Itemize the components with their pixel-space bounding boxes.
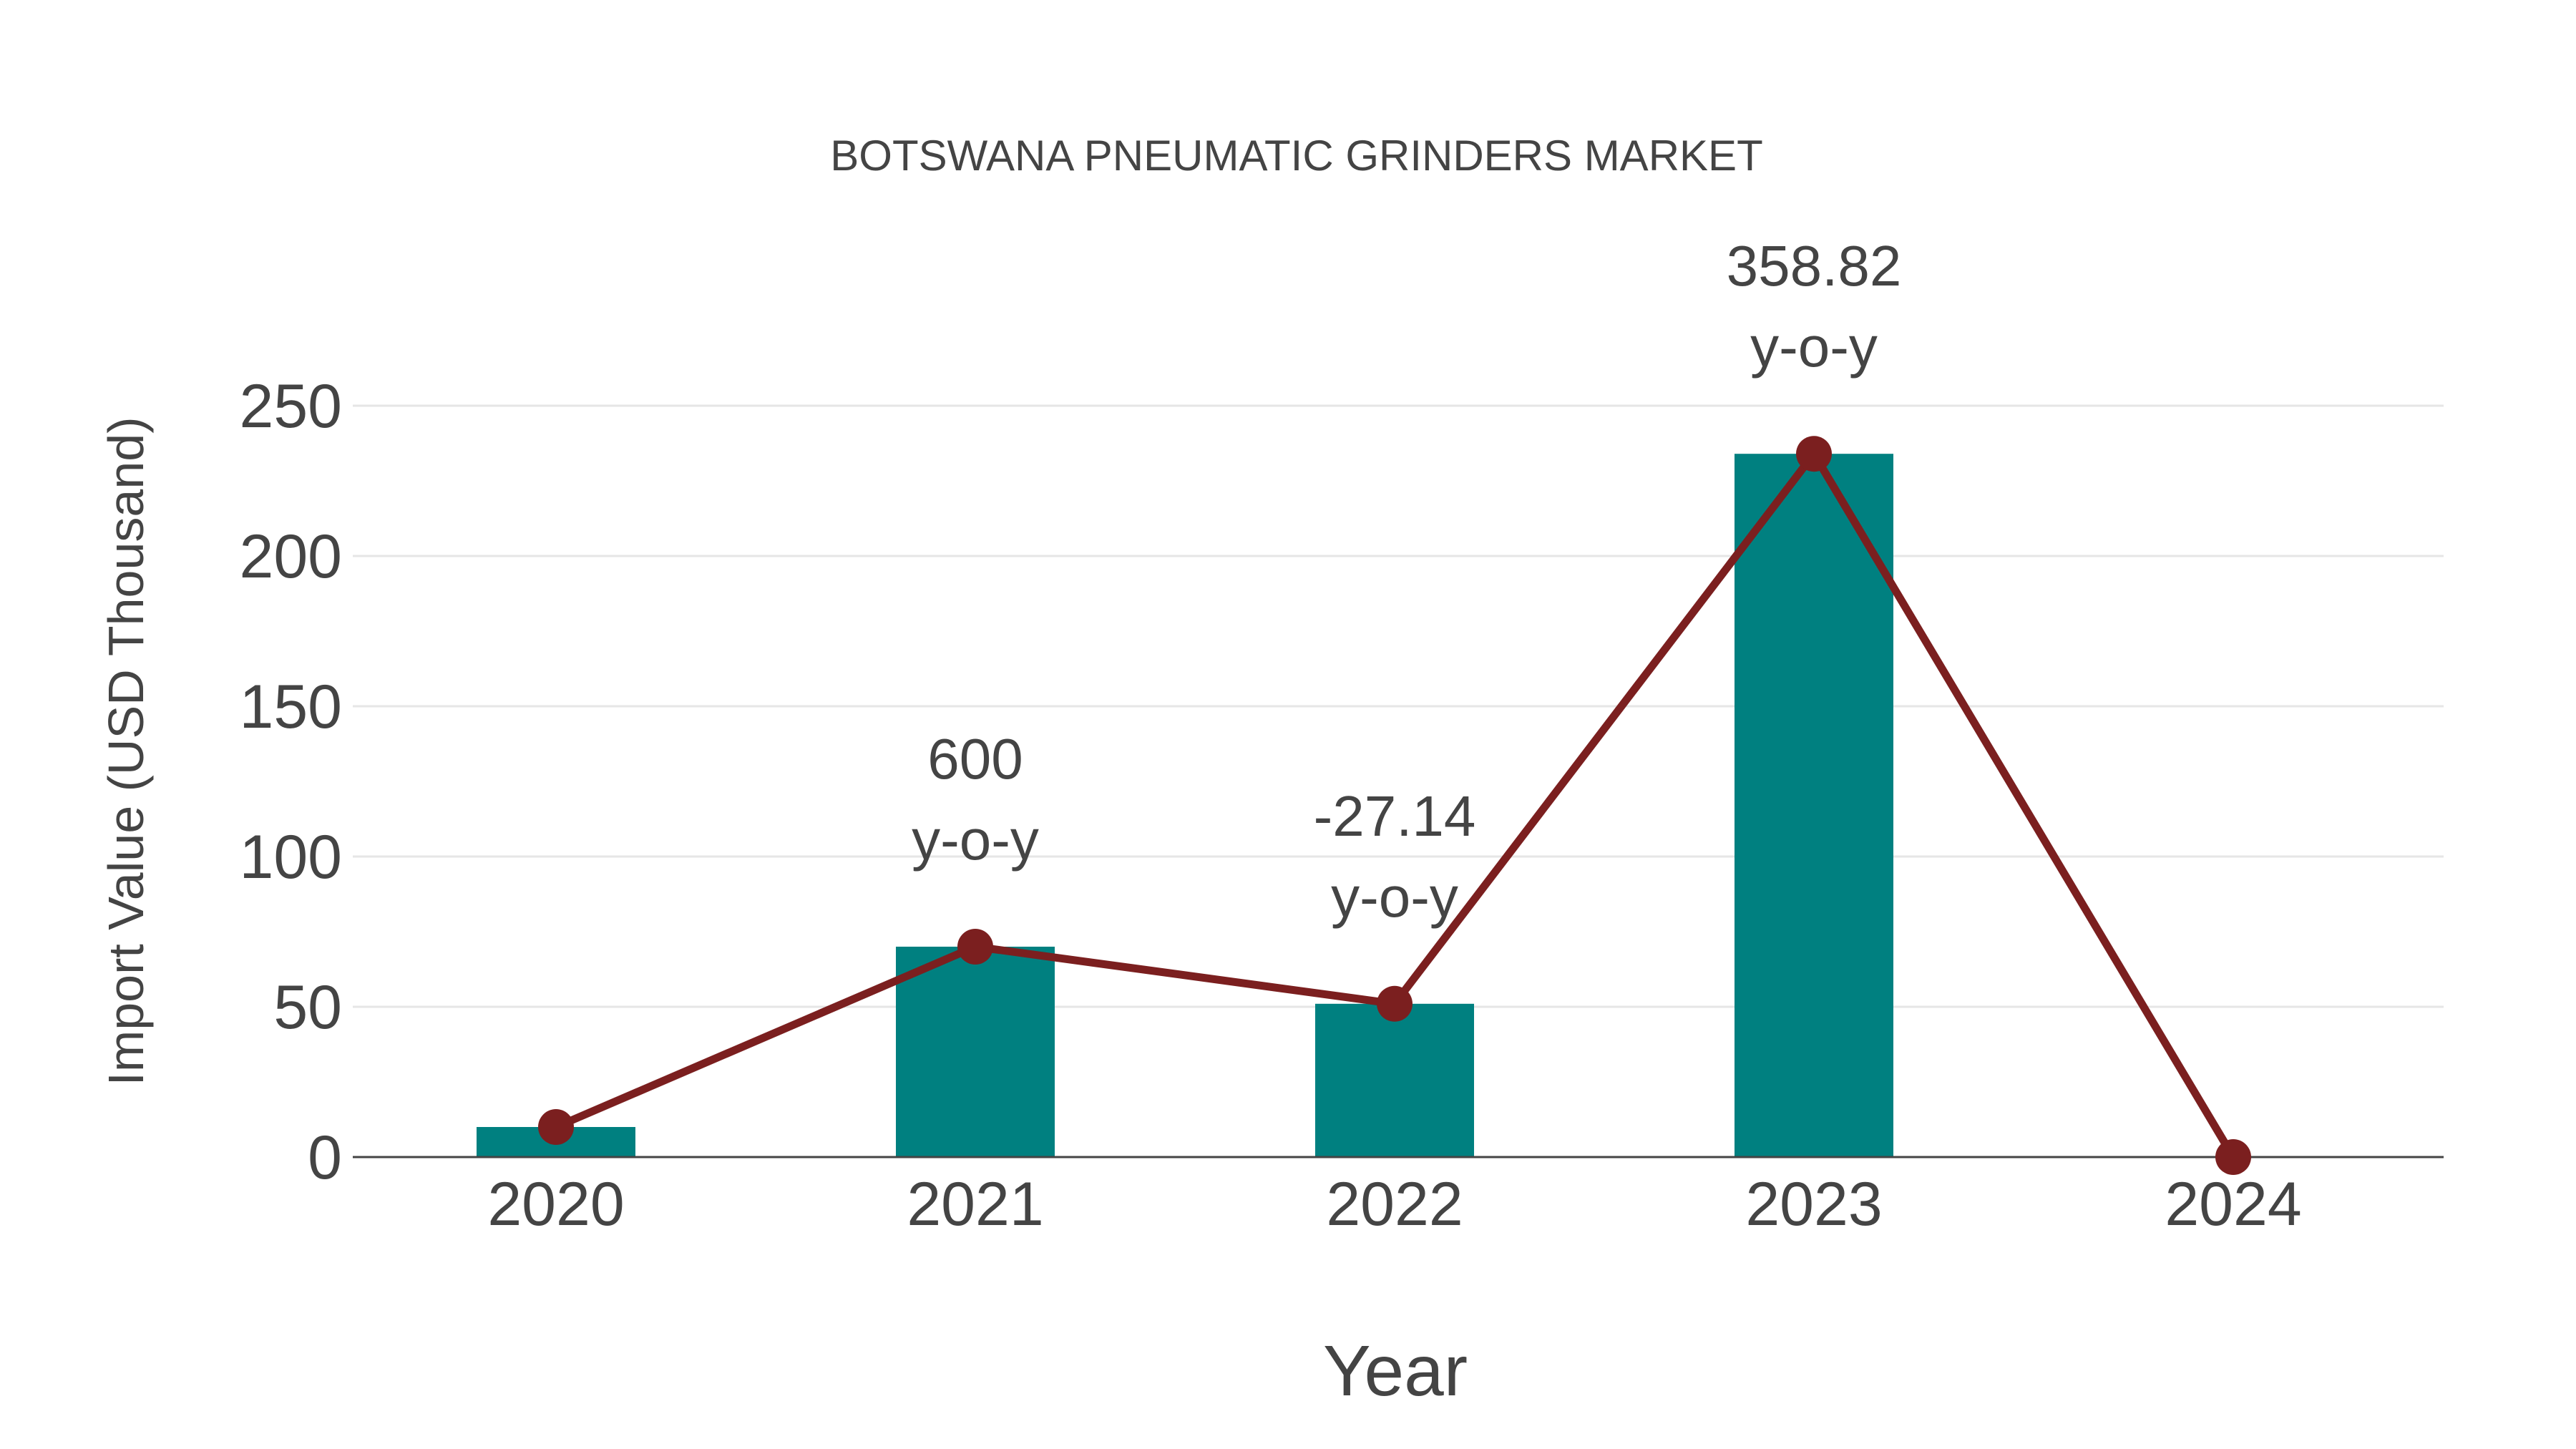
bar-2022 [1315,1003,1474,1157]
x-tick-label: 2021 [907,1170,1043,1239]
y-tick-label: 150 [240,673,343,741]
line-point-2023 [1796,436,1832,472]
y-tick-label: 50 [273,973,342,1042]
x-tick-label: 2020 [487,1170,624,1239]
x-axis-title: Year [1323,1331,1468,1411]
yoy-value: -27.14 [1314,784,1476,848]
yoy-label: y-o-y [912,808,1039,872]
yoy-value: 600 [927,727,1023,791]
line-point-2021 [957,929,993,965]
y-tick-label: 250 [240,372,343,441]
y-tick-label: 0 [308,1123,342,1192]
y-axis-title: Import Value (USD Thousand) [98,416,154,1085]
x-tick-label: 2022 [1326,1170,1463,1239]
yoy-label: y-o-y [1750,315,1878,379]
line-point-2024 [2215,1139,2251,1175]
bar-2021 [896,947,1055,1157]
line-point-2022 [1377,985,1413,1022]
x-tick-label: 2023 [1745,1170,1882,1239]
line-point-2020 [538,1109,574,1145]
bar-2023 [1735,454,1893,1157]
yoy-label: y-o-y [1331,865,1458,929]
x-tick-label: 2024 [2165,1170,2301,1239]
y-tick-label: 100 [240,823,343,892]
chart-title: BOTSWANA PNEUMATIC GRINDERS MARKET [830,132,1762,180]
yoy-value: 358.82 [1727,234,1902,298]
y-tick-label: 200 [240,522,343,591]
